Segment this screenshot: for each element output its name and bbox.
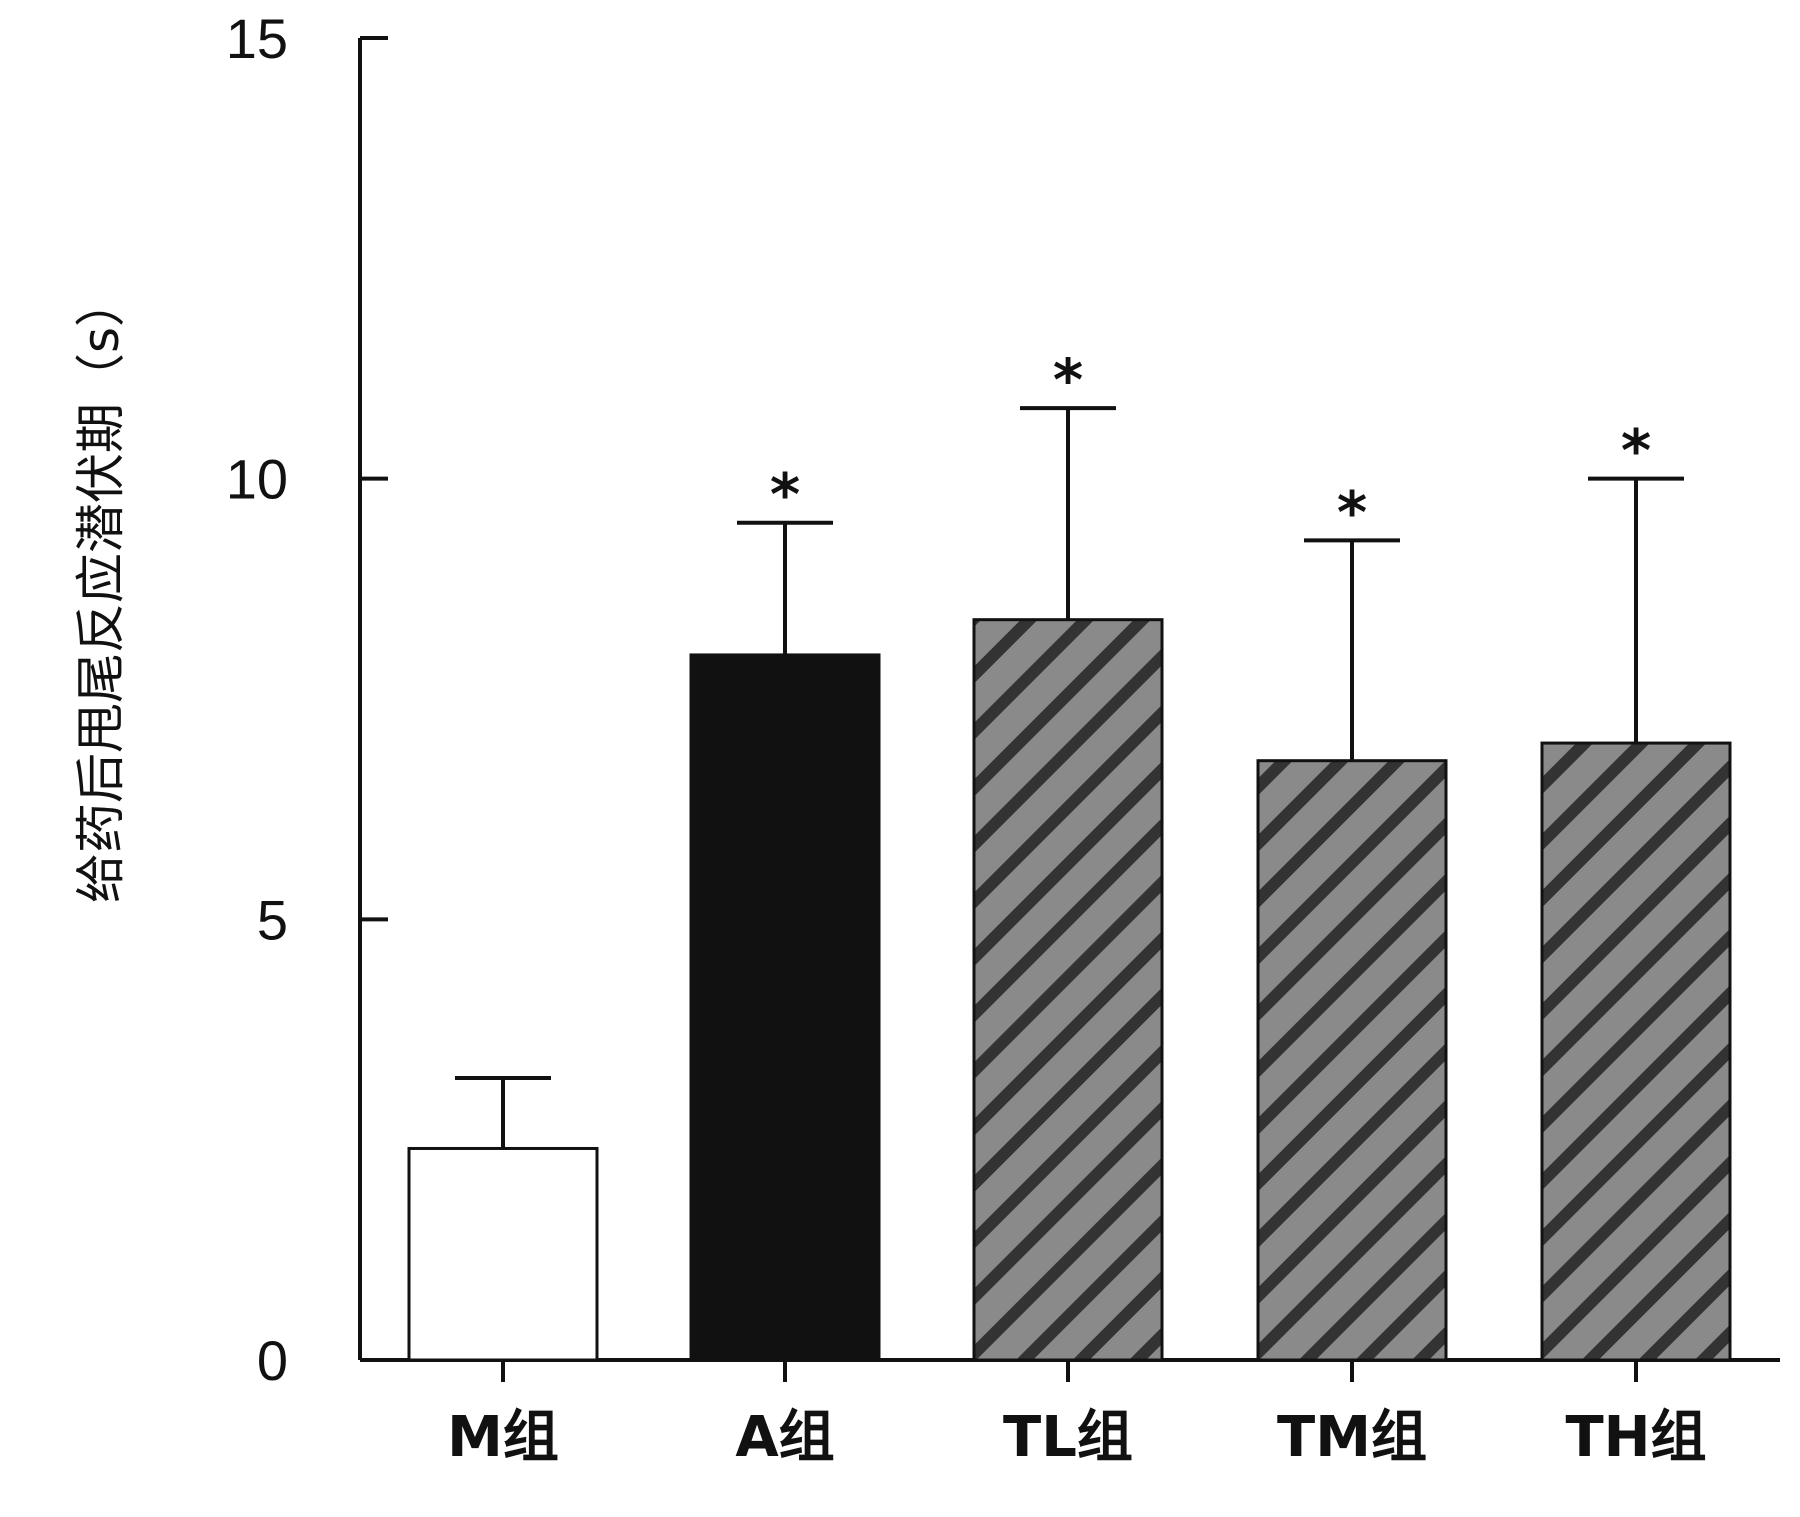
bar-4 bbox=[1540, 741, 1732, 1362]
significance-mark: * bbox=[1621, 417, 1651, 485]
significance-mark: * bbox=[770, 461, 800, 529]
x-tick-label: M组 bbox=[447, 1405, 559, 1470]
bar-2 bbox=[972, 618, 1164, 1362]
x-tick-label: TH组 bbox=[1565, 1405, 1706, 1470]
y-tick-label: 5 bbox=[257, 888, 288, 951]
x-tick-label: TM组 bbox=[1277, 1405, 1427, 1470]
x-tick-label: TL组 bbox=[1003, 1405, 1133, 1470]
bars bbox=[407, 618, 1732, 1362]
x-tick-label: A组 bbox=[735, 1405, 834, 1470]
bar-1 bbox=[689, 653, 881, 1362]
y-tick-label: 0 bbox=[257, 1329, 288, 1392]
y-tick-label: 15 bbox=[226, 7, 288, 70]
significance-mark: * bbox=[1053, 346, 1083, 414]
labels: 0 5 10 15 给药后甩尾反应潜伏期（s） M组 * A组 * TL组 * TM组 * TH组 bbox=[72, 7, 1707, 1470]
y-tick-label: 10 bbox=[226, 448, 288, 511]
y-axis-title: 给药后甩尾反应潜伏期（s） bbox=[72, 277, 130, 903]
bar-3 bbox=[1256, 759, 1448, 1362]
bar-0 bbox=[407, 1146, 599, 1362]
significance-mark: * bbox=[1337, 478, 1367, 546]
error-bars bbox=[455, 406, 1684, 1149]
